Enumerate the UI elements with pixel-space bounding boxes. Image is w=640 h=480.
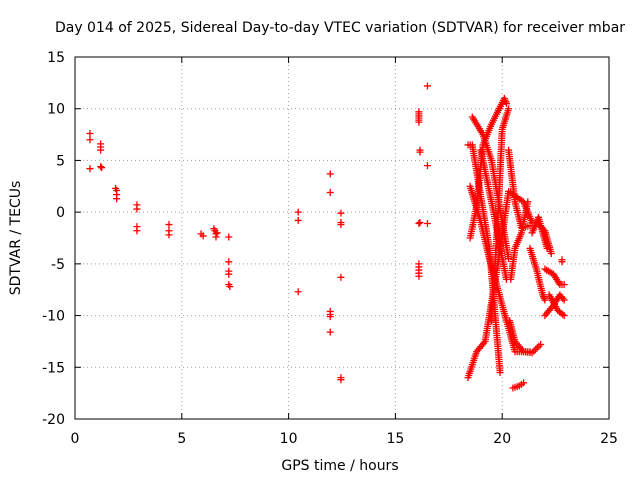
- data-point: [524, 198, 532, 206]
- y-tick-label: 5: [56, 153, 65, 169]
- data-point: [423, 162, 431, 170]
- data-point: [537, 341, 545, 349]
- data-point: [560, 281, 568, 289]
- data-point: [294, 288, 302, 296]
- y-tick-label: 10: [47, 102, 65, 118]
- data-point: [294, 216, 302, 224]
- x-axis-label: GPS time / hours: [281, 458, 398, 474]
- chart-title: Day 014 of 2025, Sidereal Day-to-day VTE…: [55, 20, 625, 36]
- data-point: [133, 205, 141, 213]
- data-point: [541, 296, 549, 304]
- data-point: [326, 328, 334, 336]
- y-tick-labels: -20 -15 -10 -5 0 5 10 15: [42, 50, 65, 428]
- data-point: [213, 229, 221, 237]
- data-point: [423, 220, 431, 228]
- data-point: [86, 165, 94, 173]
- data-point: [337, 221, 345, 229]
- x-tick-label: 20: [493, 431, 511, 447]
- y-tick-label: -15: [42, 360, 65, 376]
- data-point: [535, 342, 543, 350]
- data-point: [165, 221, 173, 229]
- data-point: [505, 255, 513, 263]
- data-point: [415, 220, 423, 228]
- data-point: [560, 312, 568, 320]
- data-point: [337, 376, 345, 384]
- data-point: [416, 148, 424, 156]
- data-point: [539, 293, 547, 301]
- data-point: [505, 105, 513, 113]
- data-point: [337, 209, 345, 217]
- y-tick-label: 15: [47, 50, 65, 66]
- y-axis-label: SDTVAR / TECUs: [8, 181, 24, 296]
- data-point: [560, 296, 568, 304]
- x-tick-label: 15: [386, 431, 404, 447]
- data-point: [547, 250, 555, 258]
- data-point: [502, 100, 510, 108]
- data-point: [416, 218, 424, 226]
- data-point: [326, 170, 334, 178]
- data-point: [559, 310, 567, 318]
- data-point: [199, 232, 207, 240]
- data-point: [225, 233, 233, 241]
- x-tick-label: 10: [280, 431, 298, 447]
- x-tick-label: 25: [600, 431, 618, 447]
- data-point: [415, 272, 423, 280]
- y-tick-label: -20: [42, 412, 65, 428]
- data-point: [533, 344, 541, 352]
- data-point: [326, 188, 334, 196]
- data-point: [86, 130, 94, 138]
- data-point: [98, 164, 106, 172]
- data-points: [86, 82, 568, 392]
- data-point: [97, 163, 105, 171]
- data-point: [97, 146, 105, 154]
- tick-layer: [74, 56, 610, 420]
- data-point: [326, 313, 334, 321]
- data-point: [415, 118, 423, 126]
- data-point: [520, 379, 528, 387]
- x-tick-label: 0: [71, 431, 80, 447]
- data-point: [558, 258, 566, 266]
- data-point: [337, 273, 345, 281]
- grid-layer: [75, 57, 609, 419]
- data-point: [212, 233, 220, 241]
- data-point: [165, 231, 173, 239]
- data-point: [496, 368, 504, 376]
- data-point: [113, 195, 121, 203]
- y-tick-label: -5: [51, 257, 65, 273]
- data-point: [294, 208, 302, 216]
- data-point: [133, 227, 141, 235]
- data-point: [225, 270, 233, 278]
- x-tick-label: 5: [177, 431, 186, 447]
- data-point: [423, 82, 431, 90]
- data-point: [86, 136, 94, 144]
- data-point: [530, 347, 538, 355]
- x-tick-labels: 0 5 10 15 20 25: [71, 431, 618, 447]
- data-point: [225, 258, 233, 266]
- y-tick-label: 0: [56, 205, 65, 221]
- data-point: [226, 283, 234, 291]
- plot-frame: [74, 56, 610, 420]
- y-tick-label: -10: [42, 309, 65, 325]
